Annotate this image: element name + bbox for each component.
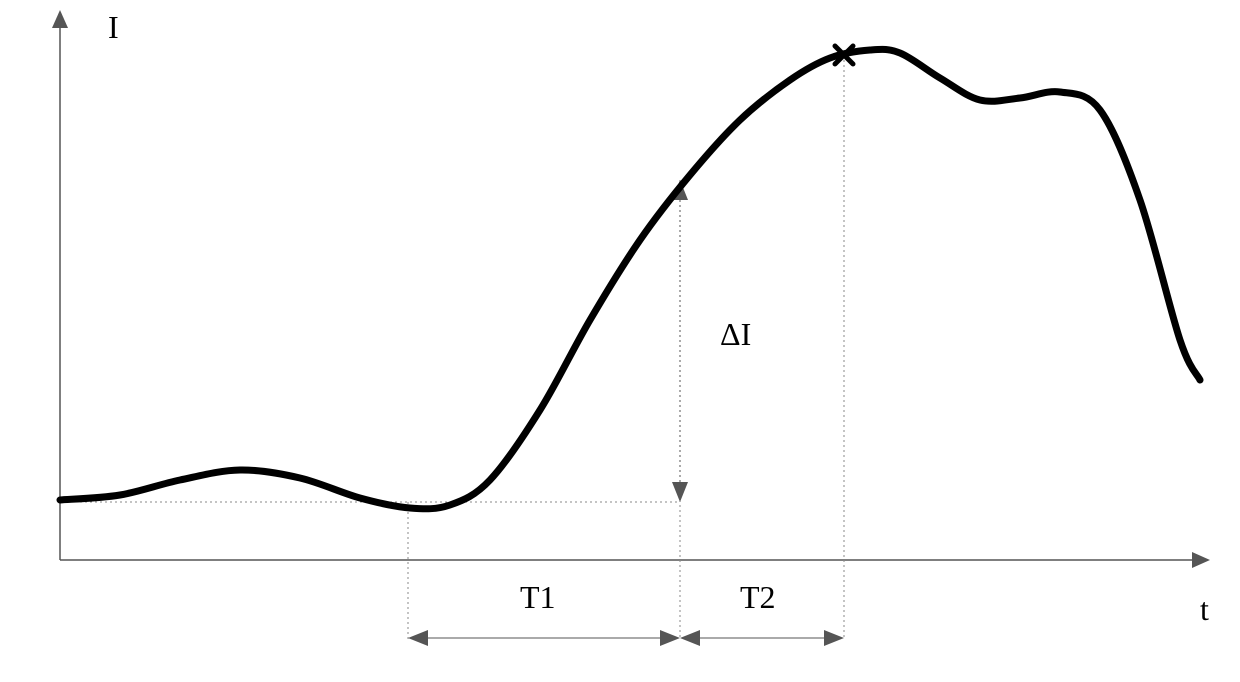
delta-i-label: ΔI [720,316,751,352]
y-axis-arrowhead-icon [52,10,68,28]
delta-i-down-arrow-icon [672,482,688,502]
t2-right-arrow-icon [824,630,844,646]
t2-left-arrow-icon [680,630,700,646]
t1-right-arrow-icon [660,630,680,646]
delta-i-dimension: ΔI [672,180,751,502]
t1-label: T1 [520,579,556,615]
axes-group: I t [52,9,1210,627]
y-axis-label: I [108,9,119,45]
t2-dimension: T2 [680,579,844,646]
signal-curve [60,49,1200,508]
t1-dimension: T1 [408,579,680,646]
t2-label: T2 [740,579,776,615]
x-axis-arrowhead-icon [1192,552,1210,568]
t1-left-arrow-icon [408,630,428,646]
x-axis-label: t [1200,591,1209,627]
current-time-diagram: I t ΔI T1 T2 [0,0,1240,682]
